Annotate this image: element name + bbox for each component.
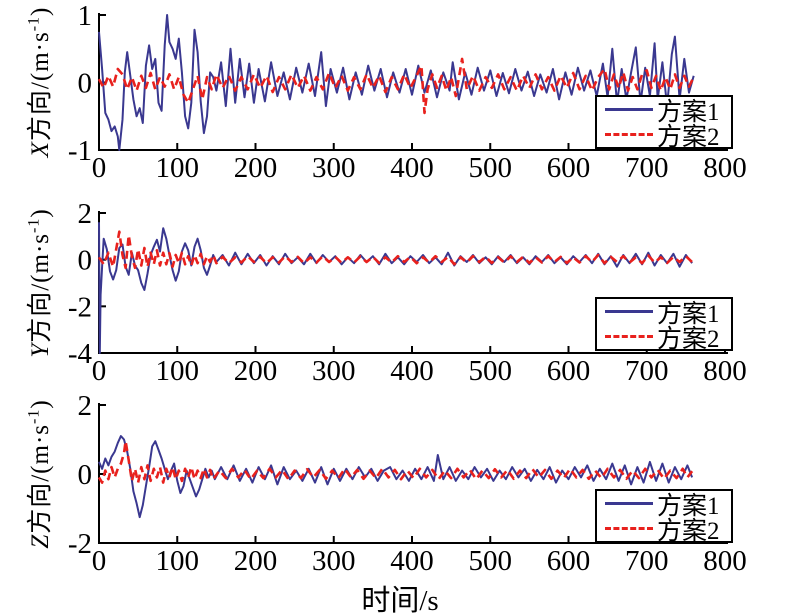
legend-label: 方案2 [657, 517, 720, 545]
axis-unit-text: 方向/(m·s [27, 232, 54, 343]
x-tick-label: 100 [156, 545, 200, 577]
x-tick-label: 500 [469, 152, 513, 184]
series1-line-sample [605, 310, 653, 313]
axis-unit-close: ) [27, 208, 54, 218]
x-tick-label: 500 [469, 545, 513, 577]
x-direction-plot: 10-10 100 200 300 400 500 600 700 800 [68, 0, 747, 184]
y-tick-label: 1 [78, 0, 93, 32]
axis-unit-text: 方向/(m·s [27, 423, 54, 534]
axis-unit-exponent: -1 [25, 15, 43, 32]
series2-line [97, 230, 693, 270]
legend-item-scheme2: 方案2 [605, 324, 727, 353]
legend-item-scheme1: 方案1 [605, 491, 727, 520]
x-tick-label: 0 [92, 355, 107, 387]
y-tick-label: 0 [78, 459, 93, 491]
series2-line-sample [605, 335, 653, 338]
x-tick-label: 800 [703, 545, 747, 577]
x-tick-label: 300 [312, 545, 356, 577]
x-tick-label: 200 [234, 545, 278, 577]
series2-line [97, 439, 694, 484]
series1-line-sample [605, 502, 653, 505]
axis-unit-exponent: -1 [25, 408, 43, 424]
y-tick-label: 2 [78, 198, 93, 230]
x-tick-label: 800 [703, 152, 747, 184]
legend-item-scheme1: 方案1 [605, 97, 727, 126]
y-tick-label: -4 [68, 338, 93, 370]
y-tick-label: 0 [78, 245, 93, 277]
y-tick-label: 2 [78, 390, 93, 422]
legend-label: 方案1 [657, 492, 720, 520]
x-tick-label: 400 [390, 152, 434, 184]
legend-item-scheme2: 方案2 [605, 122, 727, 151]
x-tick-label: 600 [547, 355, 591, 387]
legend-item-scheme2: 方案2 [605, 516, 727, 545]
legend: 方案1 方案2 [595, 95, 733, 151]
x-tick-label: 300 [312, 355, 356, 387]
y-axis-label-y-direction: Y方向/(m·s-1) [20, 208, 56, 357]
y-tick-label: -2 [68, 291, 92, 323]
x-axis-label: 时间/s [361, 585, 439, 615]
legend-label: 方案1 [657, 300, 720, 328]
z-direction-plot: 20-20 100 200 300 400 500 600 700 800 [68, 390, 747, 577]
x-tick-label: 600 [547, 152, 591, 184]
legend-item-scheme1: 方案1 [605, 299, 727, 328]
legend-label: 方案2 [657, 325, 720, 353]
x-tick-label: 300 [312, 152, 356, 184]
x-tick-label: 400 [390, 355, 434, 387]
x-tick-label: 200 [234, 355, 278, 387]
x-tick-label: 0 [92, 545, 107, 577]
axis-variable: Y [27, 342, 54, 358]
series2-line [97, 57, 695, 115]
legend-label: 方案1 [657, 98, 720, 126]
y-axis-label-x-direction: X方向/(m·s-1) [20, 7, 56, 158]
y-tick-label: 0 [78, 68, 93, 100]
axis-variable: X [27, 141, 54, 158]
y-axis-label-z-direction: Z方向/(m·s-1) [20, 399, 56, 548]
legend-label: 方案2 [657, 123, 720, 151]
x-tick-label: 600 [547, 545, 591, 577]
x-tick-label: 400 [390, 545, 434, 577]
axis-unit-exponent: -1 [25, 217, 43, 233]
axis-variable: Z [27, 533, 54, 549]
series1-line-sample [605, 108, 653, 111]
legend: 方案1 方案2 [595, 297, 733, 353]
series2-line-sample [605, 133, 653, 136]
axis-unit-close: ) [27, 6, 54, 16]
x-tick-label: 0 [92, 152, 107, 184]
axis-unit-text: 方向/(m·s [27, 31, 54, 142]
x-tick-label: 500 [469, 355, 513, 387]
series1-line [98, 14, 695, 151]
x-tick-label: 800 [703, 355, 747, 387]
y-tick-label: -1 [68, 135, 92, 167]
x-tick-label: 100 [156, 152, 200, 184]
series2-line-sample [605, 527, 653, 530]
y-direction-plot: 20-2-40 100 200 300 400 500 600 700 800 [68, 198, 747, 387]
x-tick-label: 100 [156, 355, 200, 387]
legend: 方案1 方案2 [595, 489, 733, 545]
axis-unit-close: ) [27, 399, 54, 409]
x-tick-label: 700 [625, 545, 669, 577]
x-tick-label: 700 [625, 355, 669, 387]
series1-line [98, 435, 694, 519]
y-tick-label: -2 [68, 528, 92, 560]
x-tick-label: 700 [625, 152, 669, 184]
x-tick-label: 200 [234, 152, 278, 184]
